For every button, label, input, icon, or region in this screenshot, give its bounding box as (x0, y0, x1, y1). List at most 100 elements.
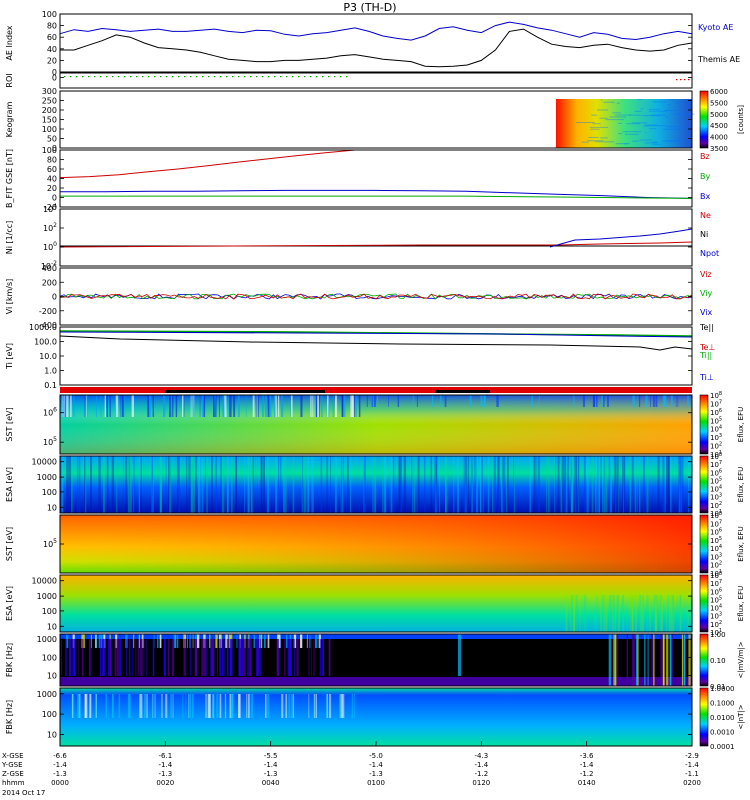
spectrogram-texture (190, 395, 192, 417)
spectrogram-texture (219, 395, 220, 417)
spectrogram-texture (261, 634, 263, 648)
spectrogram-texture (308, 639, 310, 676)
spectrogram-texture (599, 456, 601, 513)
keogram-texture (605, 119, 625, 121)
y-tick-label: 100 (43, 241, 57, 252)
spectrogram-texture (252, 456, 254, 513)
spectrogram-texture (260, 456, 263, 513)
colorbar-tick-label: 106 (710, 408, 722, 417)
y-tick-label: 10 (47, 672, 57, 681)
spectrogram-texture (146, 639, 147, 676)
keogram-texture (612, 112, 621, 114)
x-tick-label: -6.1 (158, 752, 172, 760)
keogram-texture (644, 124, 658, 126)
spectrogram-texture (570, 456, 573, 513)
colorbar-label: [counts] (737, 105, 745, 134)
y-tick-label: 105 (43, 538, 57, 549)
spectrogram-texture (612, 595, 614, 632)
keogram-texture (665, 116, 668, 118)
y-tick-label: 150 (42, 116, 57, 125)
fbk-b-ylabel: FBK [Hz] (5, 700, 14, 734)
spectrogram-texture (189, 456, 191, 513)
spectrogram-texture (435, 456, 438, 513)
spectrogram-texture (646, 456, 649, 513)
spectrogram-texture (310, 639, 312, 676)
colorbar-tick-label: 102 (710, 561, 722, 570)
esa-e-axis: 10 100 1000 10000 (32, 458, 692, 512)
colorbar-tick-label: 0.0010 (710, 729, 735, 737)
spectrogram-texture (403, 456, 407, 513)
spectrogram-texture (116, 456, 118, 513)
spectrogram-texture (219, 694, 222, 718)
spectrogram-texture (95, 634, 97, 648)
ae-axis: 0 20 40 60 80 100 (42, 10, 692, 77)
colorbar-tick-label: 102 (710, 620, 722, 629)
spectrogram-texture (351, 395, 354, 417)
spectrogram-texture (224, 395, 227, 417)
spectrogram-texture (105, 694, 107, 718)
spectrogram-texture (290, 694, 294, 718)
spectrogram-texture (321, 395, 323, 417)
spectrogram-texture (644, 634, 646, 686)
keogram-texture (642, 115, 661, 117)
spectrogram-texture (341, 395, 344, 417)
y-tick-label: 100 (42, 607, 57, 616)
spectrogram-texture (626, 634, 628, 686)
spectrogram-texture (61, 456, 64, 513)
spectrogram-texture (192, 634, 194, 648)
spectrogram-texture (213, 395, 216, 417)
bfield-frame (59, 149, 693, 208)
spectrogram-texture (176, 634, 179, 648)
sst-e-axis: 105 106 (43, 407, 692, 447)
spectrogram-texture (100, 395, 102, 417)
spectrogram-texture (128, 456, 130, 513)
roi-marker (346, 76, 348, 78)
spectrogram-texture (354, 694, 355, 718)
spectrogram-texture (596, 456, 600, 513)
spectrogram-texture (200, 456, 201, 513)
spectrogram-texture (608, 595, 611, 632)
spectrogram-texture (374, 456, 376, 513)
spectrogram-texture (250, 694, 254, 718)
y-tick-label: 200 (42, 106, 57, 115)
fbk-e-frame (59, 633, 693, 687)
spectrogram-texture (640, 595, 642, 632)
sst-i-colorbar (700, 515, 708, 573)
spectrogram-texture (258, 395, 259, 417)
spectrogram-texture (623, 595, 624, 632)
spectrogram-texture (153, 639, 155, 676)
spectrogram-texture (388, 395, 389, 407)
spectrogram-texture (161, 694, 163, 718)
spectrogram-texture (565, 595, 568, 632)
legend-entry: Viz (700, 270, 712, 279)
spectrogram-texture (561, 456, 564, 513)
spectrogram-texture (500, 456, 504, 513)
spectrogram-texture (127, 456, 130, 513)
spectrogram-texture (300, 634, 303, 648)
spectrogram-texture (163, 639, 166, 676)
y-tick-label: 0 (52, 74, 57, 83)
spectrogram-texture (598, 456, 600, 513)
spectrogram-texture (631, 456, 634, 513)
spectrogram-texture (68, 456, 72, 513)
spectrogram-texture (224, 694, 226, 718)
colorbar-tick-label: 3500 (710, 145, 728, 153)
x-tick-label: -6.6 (53, 752, 67, 760)
keogram-texture (648, 125, 667, 127)
velocity-ylabel: Vi [km/s] (5, 279, 14, 315)
x-tick-label: -1.2 (580, 770, 594, 778)
x-tick-label: 0000 (51, 779, 69, 787)
keogram-texture (639, 139, 653, 141)
spectrogram-texture (492, 456, 494, 513)
x-tick-label: -5.5 (264, 752, 278, 760)
spectrogram-texture (659, 595, 662, 632)
spectrogram-texture (251, 456, 253, 513)
esa-e-ylabel: ESA [eV] (5, 467, 14, 502)
colorbar-tick-label: 101 (710, 450, 722, 459)
spectrogram-texture (596, 595, 598, 632)
spectrogram-texture (65, 639, 67, 676)
keogram-texture (589, 126, 609, 128)
roi-marker (676, 79, 678, 81)
fbk-e-ylabel: FBK [Hz] (5, 643, 14, 677)
esa-e-frame (59, 455, 693, 514)
